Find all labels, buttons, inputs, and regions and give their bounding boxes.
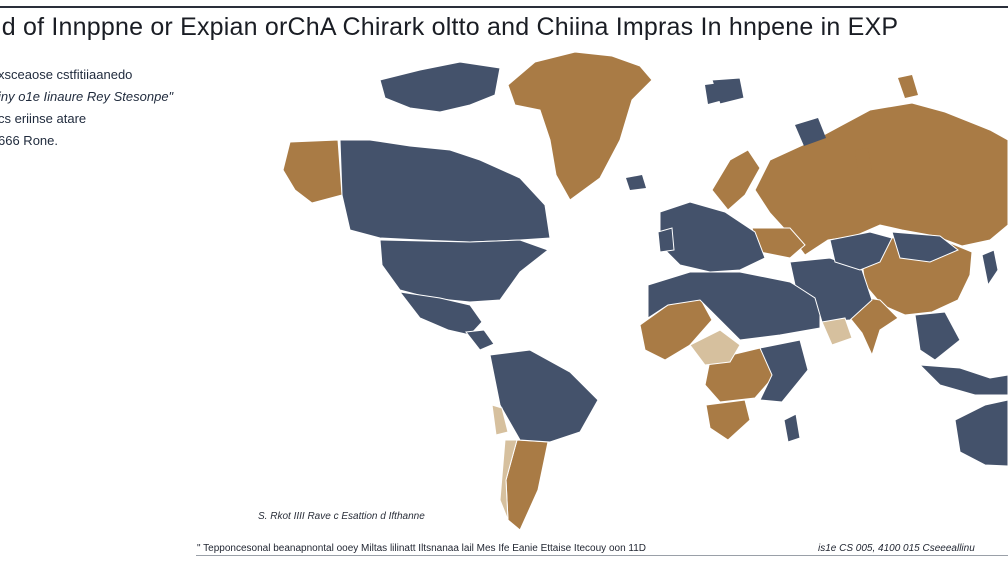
map-source: S. Rkot IIII Rave c Esattion d Ifthanne	[258, 511, 425, 522]
legend-line-1: xsceaose cstfitiiaanedo	[0, 67, 133, 82]
south-america-north	[489, 349, 599, 443]
canada	[339, 139, 551, 243]
navy-island-b	[705, 83, 723, 104]
scandinavia	[711, 149, 761, 211]
map-legend: xsceaose cstfitiiaanedo iny o1e Iinaure …	[0, 64, 173, 152]
central-asia	[829, 231, 893, 271]
east-africa	[759, 339, 809, 403]
madagascar	[783, 413, 801, 443]
bottom-rule	[196, 555, 1008, 556]
tan-island-b	[855, 148, 872, 172]
top-rule	[0, 6, 1008, 8]
iran	[821, 317, 853, 346]
navy-island-a	[626, 175, 646, 190]
legend-line-4: 666 Rone.	[0, 133, 58, 148]
map-credit: is1e CS 005, 4100 015 Cseeeallinu	[818, 543, 975, 554]
southern-africa	[705, 399, 751, 441]
usa	[379, 239, 550, 303]
indonesia	[918, 364, 1008, 396]
sahel	[689, 329, 741, 366]
legend-line-3: cs eriinse atare	[0, 111, 87, 126]
tan-island-a	[898, 75, 918, 98]
mexico	[398, 291, 483, 336]
map-title: ld of Innppne or Expian orChA Chirark ol…	[0, 13, 899, 41]
map-footnote: " Tepponcesonal beanapnontal ooey Miltas…	[197, 543, 647, 554]
japan	[981, 249, 999, 287]
mongolia	[891, 231, 959, 263]
greenland	[507, 51, 653, 201]
uk-ireland	[657, 227, 675, 253]
north-africa	[647, 271, 821, 341]
central-america	[465, 329, 495, 351]
canadian-islands	[379, 61, 501, 113]
india	[849, 294, 899, 357]
peru	[491, 404, 509, 436]
southeast-asia	[914, 311, 961, 361]
navy-island-c	[795, 118, 826, 146]
australia	[954, 399, 1008, 467]
europe	[659, 201, 766, 273]
chile	[499, 439, 518, 521]
legend-line-2: iny o1e Iinaure Rey Stesonpe"	[0, 89, 174, 104]
alaska	[282, 139, 343, 204]
